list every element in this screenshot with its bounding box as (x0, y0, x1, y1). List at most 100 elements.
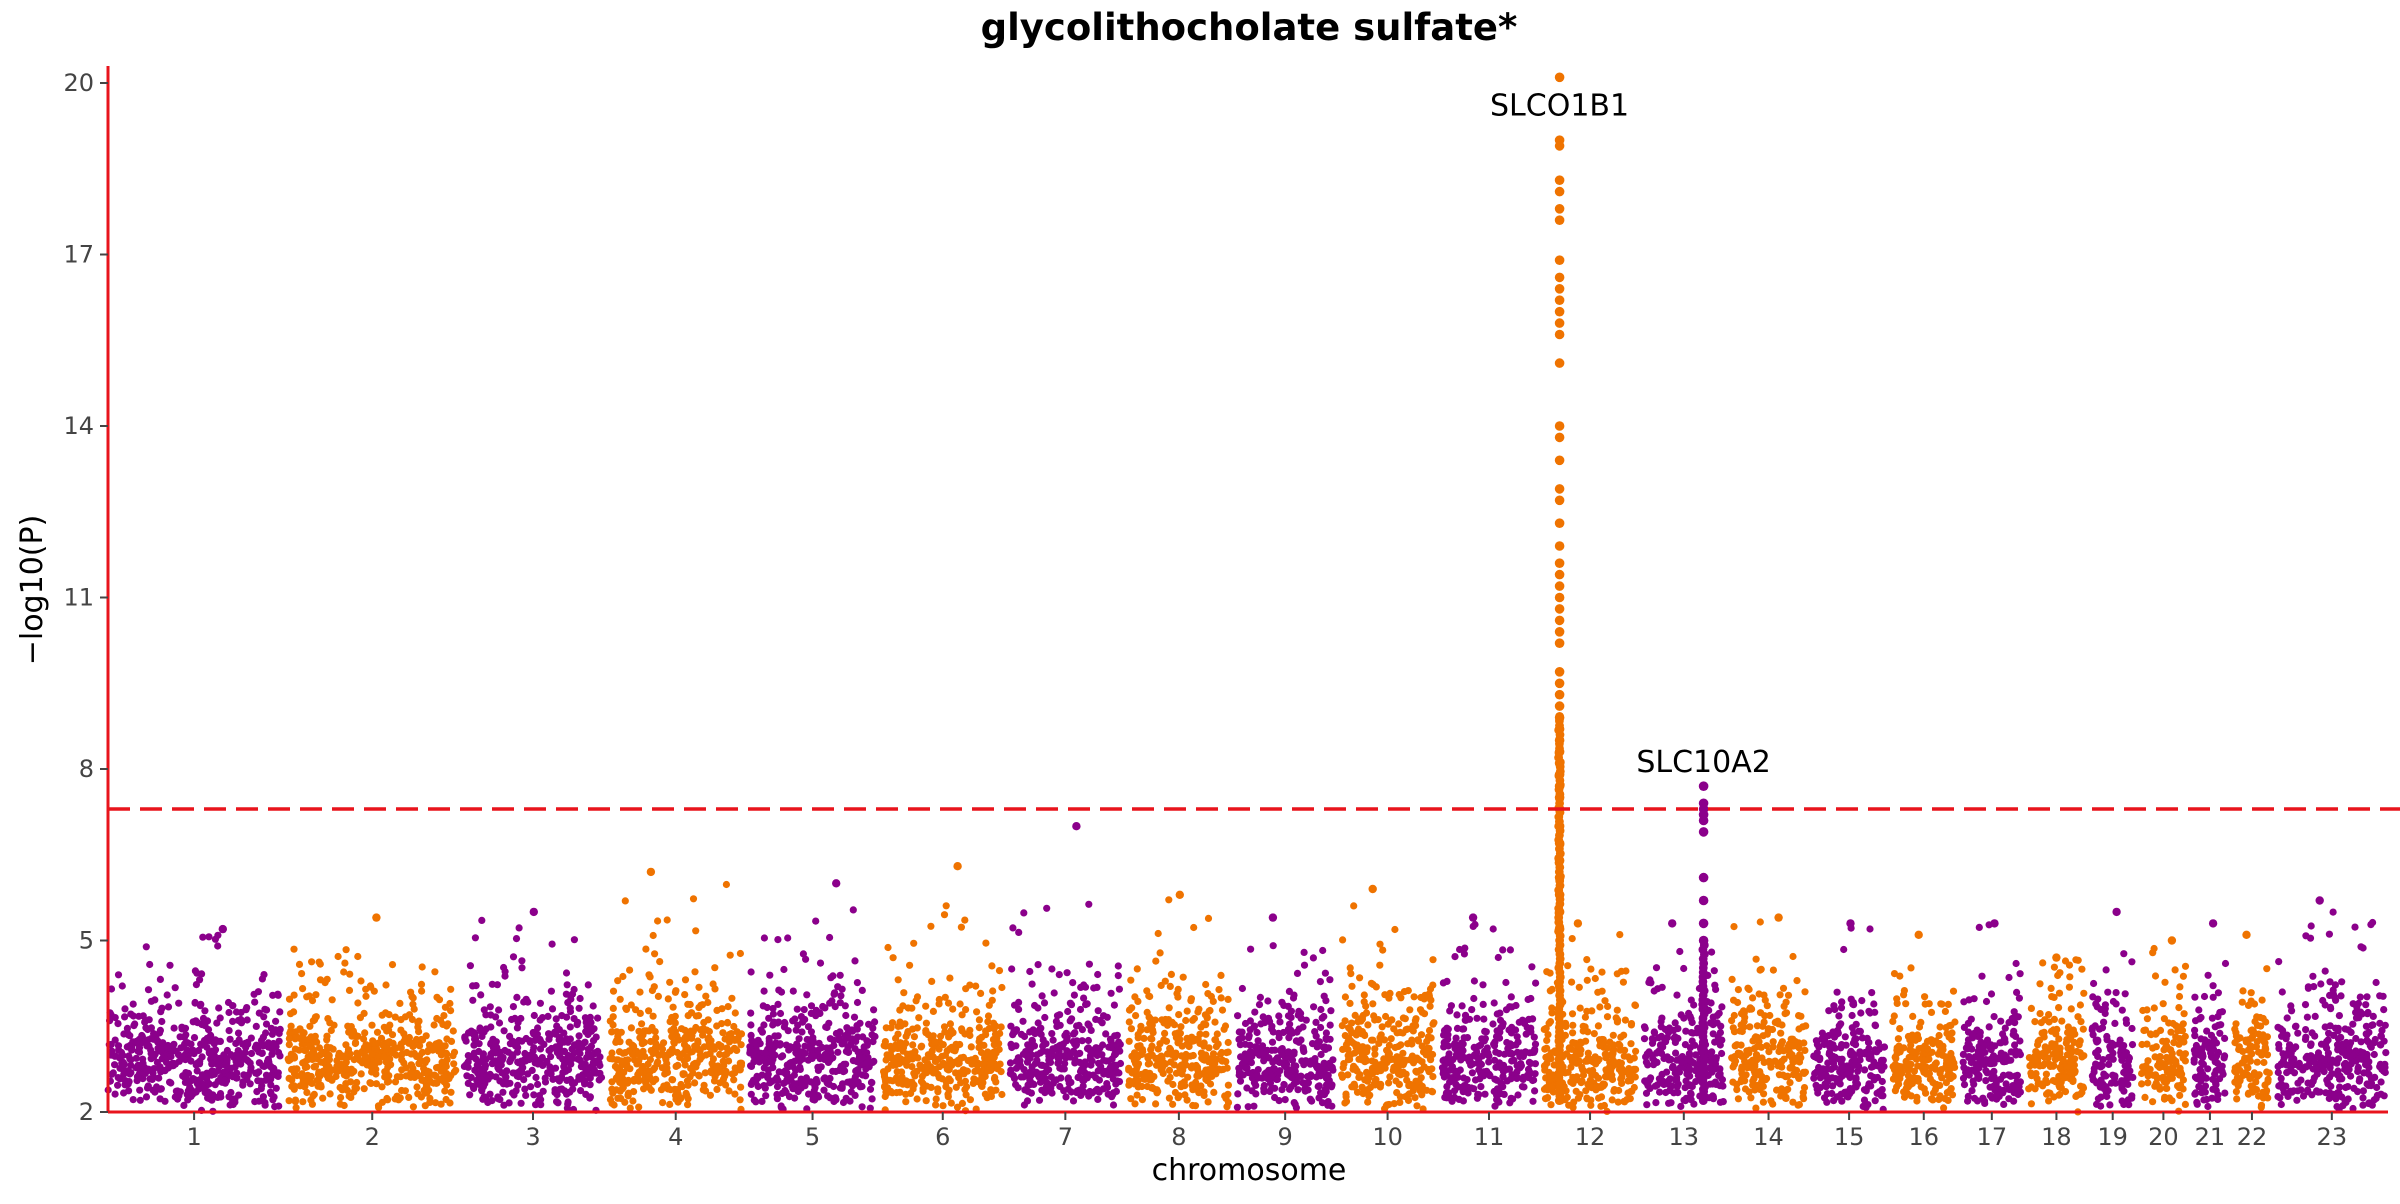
snp-point (908, 1063, 916, 1071)
snp-point (1479, 1000, 1487, 1009)
snp-point (654, 1058, 662, 1066)
snp-point (1156, 949, 1164, 957)
snp-point (327, 1026, 335, 1035)
snp-point (1166, 982, 1174, 991)
snp-point (635, 1050, 643, 1058)
snp-point (842, 1011, 850, 1020)
snp-point (1320, 1059, 1328, 1067)
snp-point (1216, 1050, 1225, 1058)
snp-point (1009, 1031, 1017, 1039)
snp-point (1092, 1015, 1100, 1024)
snp-point (1382, 1012, 1390, 1021)
snp-point (500, 1027, 508, 1035)
snp-point (1647, 1074, 1655, 1082)
snp-point (1073, 1022, 1081, 1030)
snp-point (191, 999, 199, 1007)
snp-point (1746, 1023, 1754, 1031)
snp-point (314, 1070, 323, 1078)
snp-point (1376, 961, 1384, 969)
snp-point (1008, 965, 1016, 973)
snp-point (496, 1095, 504, 1104)
snp-point (1739, 1007, 1748, 1015)
snp-point (1217, 1066, 1225, 1074)
snp-point (1049, 1036, 1057, 1044)
snp-point (1493, 1095, 1501, 1103)
snp-point (839, 1068, 848, 1076)
snp-point (368, 1021, 376, 1029)
snp-point (258, 1049, 266, 1057)
snp-point (504, 1048, 512, 1056)
snp-point (1594, 988, 1602, 996)
snp-point (1581, 1013, 1589, 1021)
snp-point (1200, 1091, 1208, 1100)
snp-point (405, 1093, 413, 1101)
snp-point (1443, 977, 1451, 986)
snp-point (1823, 1098, 1831, 1106)
snp-point (635, 1103, 643, 1111)
snp-point (166, 1078, 174, 1086)
snp-point (161, 1097, 169, 1105)
snp-point (929, 1053, 937, 1061)
snp-point (1340, 1060, 1348, 1068)
snp-point (684, 1101, 692, 1109)
snp-point (576, 1056, 584, 1064)
snp-point (1094, 1095, 1102, 1103)
snp-point (1387, 1035, 1395, 1043)
snp-point (1490, 1042, 1499, 1050)
snp-point (403, 1048, 411, 1057)
snp-point (902, 1032, 910, 1041)
snp-point (243, 1004, 251, 1012)
snp-point (989, 987, 997, 995)
snp-point (761, 1049, 769, 1057)
snp-point (1015, 928, 1023, 937)
snp-point (1207, 992, 1215, 1001)
snp-point (1632, 1047, 1640, 1055)
snp-point (1525, 1068, 1534, 1076)
snp-point (962, 1091, 970, 1099)
snp-point (1222, 1058, 1230, 1066)
snp-point (949, 1046, 958, 1054)
snp-point (1103, 1013, 1111, 1021)
snp-point (1268, 913, 1278, 922)
snp-point (1358, 1015, 1366, 1023)
snp-point (1115, 985, 1123, 993)
snp-point (1094, 1049, 1102, 1057)
snp-point (159, 1039, 167, 1047)
snp-point (1246, 1054, 1254, 1062)
snp-point (259, 1093, 267, 1101)
snp-point (537, 1101, 545, 1109)
snp-point (338, 1053, 346, 1061)
snp-point (816, 1054, 825, 1062)
snp-point (791, 1015, 799, 1023)
snp-point (1319, 946, 1327, 955)
snp-point (1339, 936, 1347, 944)
snp-point (540, 1040, 548, 1048)
snp-point (303, 1056, 311, 1064)
snp-point (247, 1049, 256, 1058)
snp-point (803, 1035, 811, 1044)
snp-point (1494, 953, 1502, 962)
snp-point (1672, 1049, 1680, 1057)
snp-point (509, 1053, 517, 1061)
snp-point (713, 1065, 721, 1073)
snp-point (904, 1056, 912, 1064)
snp-point (1271, 1046, 1279, 1054)
snp-point (1102, 1030, 1110, 1038)
snp-point (1204, 914, 1213, 923)
snp-point (295, 960, 304, 969)
snp-point (567, 1060, 575, 1068)
snp-point (1320, 1012, 1328, 1021)
snp-point (295, 1046, 303, 1054)
snp-point (1795, 1025, 1803, 1033)
snp-point (1483, 1044, 1491, 1052)
snp-point (1413, 1102, 1421, 1110)
snp-point (208, 1059, 216, 1067)
snp-point (945, 1029, 954, 1037)
snp-point (230, 1095, 238, 1103)
snp-point (118, 982, 126, 990)
snp-point (252, 1022, 260, 1030)
snp-point (711, 985, 719, 993)
snp-point (1260, 1050, 1268, 1058)
snp-point (559, 1055, 567, 1063)
snp-point (509, 1003, 517, 1011)
